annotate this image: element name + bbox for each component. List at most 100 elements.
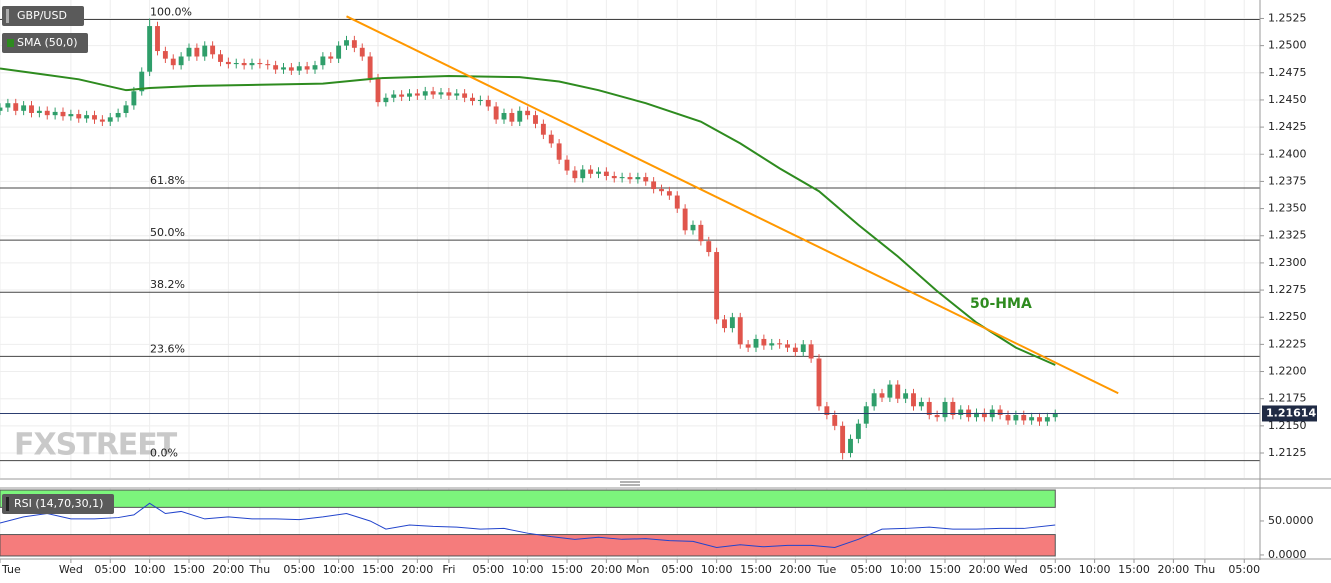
candle-body [296,66,302,71]
candle-body [690,224,696,231]
candle-body [36,110,42,113]
candle-body [895,384,901,399]
candle-body [312,65,318,70]
x-tick-label: 05:00 [283,563,315,576]
candle-body [328,56,334,59]
candle-body [525,110,531,116]
candle-body [407,93,412,97]
legend-box[interactable] [2,33,88,53]
x-tick-label: 20:00 [780,563,812,576]
candle-body [974,412,979,418]
rsi-title-box[interactable] [2,494,114,514]
y-tick-label: 1.2275 [1268,283,1307,296]
y-tick-label: 1.2175 [1268,392,1307,405]
y-tick-label: 1.2150 [1268,419,1307,432]
candle-body [556,143,562,160]
candle-body [336,45,342,59]
x-tick-label: 05:00 [472,563,504,576]
candle-body [997,409,1003,415]
candle-body [1037,417,1042,422]
candle-body [926,401,932,415]
candle-body [485,99,491,107]
x-tick-label: Tue [1,563,21,576]
x-tick-label: 20:00 [1158,563,1190,576]
candle-body [202,45,208,57]
candle-body [863,406,869,424]
y-tick-label: 50.0000 [1268,514,1314,527]
candle-body [651,181,657,190]
price-tag [1262,405,1317,422]
candle-body [383,97,389,103]
rsi-layer [0,489,1056,557]
candle-body [351,40,357,48]
candle-body [155,26,160,52]
candle-body [769,343,775,346]
candle-body [777,343,783,345]
candle-body [147,26,153,72]
candle-body [548,134,554,144]
candle-body [1044,417,1050,422]
candle-body [359,47,365,57]
x-tick-label: Tue [816,563,836,576]
candle-body [438,92,444,95]
candle-body [162,51,168,59]
title-box[interactable] [2,6,84,26]
x-tick-label: 15:00 [362,563,394,576]
candle-body [816,358,822,407]
x-tick-label: 15:00 [1118,563,1150,576]
candle-body [840,425,846,454]
candle-body [540,123,546,135]
x-tick-label: 20:00 [591,563,623,576]
overbought-zone [0,489,1056,508]
y-tick-label: 1.2400 [1268,147,1307,160]
x-tick-label: Thu [249,563,271,576]
candle-body [722,319,727,329]
x-tick-label: 10:00 [134,563,166,576]
candle-body [855,423,861,439]
candle-body [76,114,82,119]
candle-body [509,112,515,122]
candle-body [887,384,893,398]
candle-body [706,241,712,253]
candle-body [659,189,664,192]
x-tick-label: 15:00 [929,563,961,576]
x-tick-label: 10:00 [701,563,733,576]
trendline [346,15,1119,395]
candle-body [911,393,916,407]
candle-body [729,317,735,329]
fib-label: 50.0% [150,226,185,239]
x-tick-label: Mon [626,563,649,576]
candle-body [470,97,475,102]
candle-body [871,393,877,407]
candle-body [1021,414,1027,421]
candle-body [580,169,586,179]
candle-body [808,344,814,359]
resize-handle[interactable] [620,481,640,486]
y-tick-label: 1.2300 [1268,256,1307,269]
x-tick-label: Thu [1194,563,1216,576]
candle-body [588,169,594,174]
main-layer: FXSTREET 100.0% 61.8% 50.0% 38.2% 23.6% 0.0% 50… [0,6,1260,463]
candle-body [533,115,538,124]
candle-body [824,406,830,415]
fib-label: 0.0% [150,447,178,460]
legend-swatch [7,39,14,47]
candle-body [501,112,507,120]
candle-body [249,63,255,66]
candle-body [99,119,105,122]
candle-body [115,112,121,118]
candle-body [375,78,381,103]
candle-body [13,103,19,111]
candle-body [1029,417,1035,421]
candle-body [123,105,129,113]
x-tick-label: 20:00 [969,563,1001,576]
x-tick-label: Fri [442,563,455,576]
y-tick-label: 1.2375 [1268,174,1307,187]
y-tick-label: 1.2450 [1268,93,1307,106]
x-tick-label: 15:00 [740,563,772,576]
candle-body [52,111,58,116]
candle-body [596,171,601,174]
ma-annotation: 50-HMA [970,296,1032,312]
candle-body [84,115,90,119]
